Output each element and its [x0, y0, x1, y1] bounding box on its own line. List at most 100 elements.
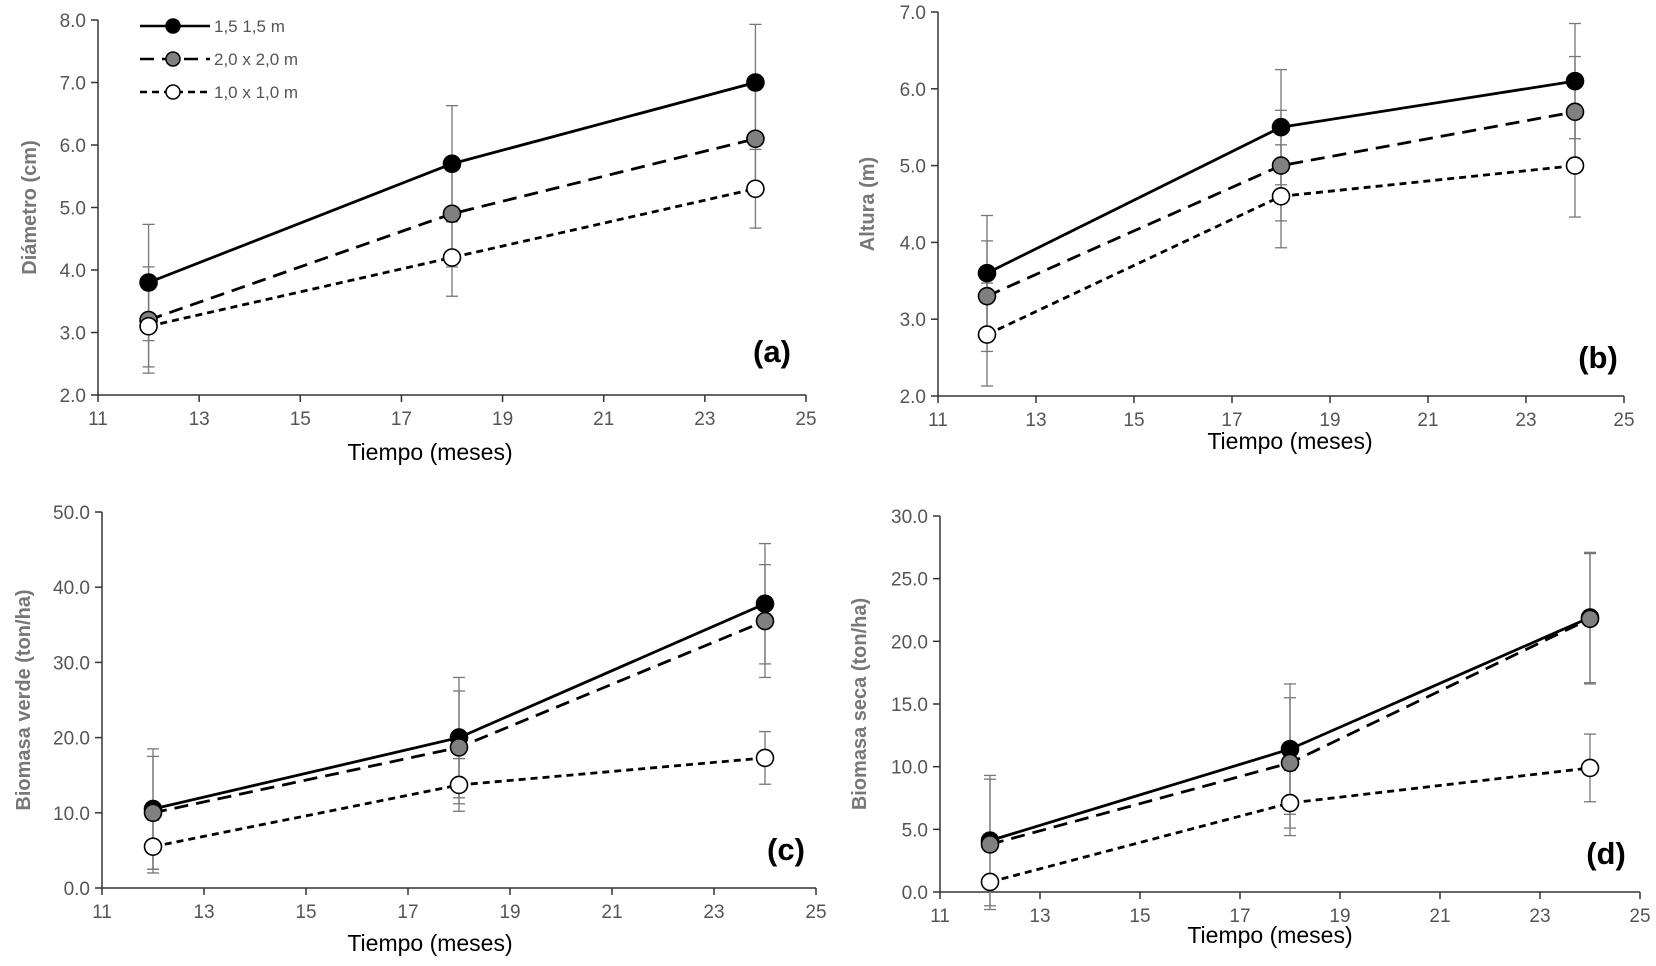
x-tick-label: 13 — [1029, 906, 1050, 927]
x-tick-label: 19 — [1319, 410, 1340, 431]
x-tick-label: 15 — [290, 409, 311, 430]
data-point-series-2 — [1565, 102, 1585, 122]
x-tick-label: 19 — [492, 409, 513, 430]
data-point-series-1 — [1271, 117, 1291, 137]
chart-panel-a: 11 13 15 17 19 21 23 25 2.0 3.0 4.0 5.0 6.0 7.0 8.0 Tie… — [19, 11, 817, 465]
x-tick-label: 11 — [88, 409, 108, 430]
x-axis-title: Tiempo (meses) — [1207, 428, 1372, 454]
legend-marker-3 — [165, 84, 181, 100]
panel-label: (a) — [753, 334, 791, 369]
y-tick-label: 40.0 — [53, 578, 90, 599]
chart-panel-c: 11 13 15 17 19 21 23 25 0.0 10.0 20.0 30.0 40.0 50.0 T… — [13, 503, 827, 956]
chart-panel-b: 11 13 15 17 19 21 23 25 2.0 3.0 4.0 5.0 6.0 7.0 Tiempo… — [857, 3, 1635, 454]
data-point-series-2 — [980, 835, 1000, 854]
x-tick-label: 13 — [193, 902, 214, 923]
x-tick-label: 11 — [92, 902, 112, 923]
data-point-series-3 — [1280, 793, 1300, 813]
y-tick-label: 10.0 — [891, 758, 928, 779]
y-tick-label: 30.0 — [53, 653, 90, 674]
data-point-series-3 — [755, 748, 775, 768]
y-tick-label: 3.0 — [900, 310, 926, 331]
data-point-series-3 — [980, 872, 1000, 892]
data-point-series-2 — [1280, 753, 1300, 773]
data-point-series-2 — [1271, 156, 1291, 175]
x-tick-label: 17 — [397, 902, 418, 923]
x-axis-title: Tiempo (meses) — [347, 439, 512, 465]
panel-label: (c) — [767, 832, 805, 867]
y-tick-label: 2.0 — [60, 386, 86, 407]
data-point-series-2 — [746, 129, 765, 149]
y-tick-label: 5.0 — [902, 820, 928, 841]
data-point-series-2 — [755, 611, 775, 631]
y-tick-label: 4.0 — [900, 233, 926, 254]
data-point-series-1 — [1565, 71, 1585, 91]
y-tick-label: 7.0 — [900, 3, 926, 24]
x-tick-label: 25 — [1613, 410, 1634, 431]
x-tick-label: 13 — [1025, 410, 1046, 431]
panel-label: (d) — [1586, 836, 1626, 871]
data-point-series-2 — [449, 738, 469, 757]
legend: 1,5 1,5 m 2,0 x 2,0 m 1,0 x 1,0 m — [140, 17, 298, 102]
x-tick-label: 11 — [930, 906, 950, 927]
legend-label-3: 1,0 x 1,0 m — [214, 83, 298, 102]
data-point-series-3 — [1565, 156, 1585, 175]
data-point-series-3 — [977, 325, 997, 344]
y-tick-label: 5.0 — [900, 157, 926, 178]
y-axis-title: Biomasa verde (ton/ha) — [13, 589, 35, 810]
data-point-series-2 — [1580, 609, 1600, 629]
x-tick-label: 25 — [795, 409, 816, 430]
y-tick-label: 3.0 — [60, 324, 86, 345]
y-axis-title: Biomasa seca (ton/ha) — [849, 598, 871, 810]
y-tick-label: 7.0 — [60, 74, 86, 95]
x-tick-label: 17 — [1221, 410, 1242, 431]
x-tick-label: 23 — [703, 902, 724, 923]
x-tick-label: 19 — [499, 902, 520, 923]
y-tick-label: 2.0 — [900, 387, 926, 408]
x-tick-label: 15 — [295, 902, 316, 923]
y-tick-label: 0.0 — [902, 883, 928, 904]
x-tick-label: 17 — [391, 409, 412, 430]
legend-label-1: 1,5 1,5 m — [214, 17, 285, 36]
x-tick-label: 25 — [805, 902, 826, 923]
x-tick-label: 21 — [1417, 410, 1438, 431]
x-tick-label: 21 — [601, 902, 622, 923]
y-axis-title: Altura (m) — [857, 157, 879, 251]
legend-marker-2 — [165, 51, 181, 67]
y-tick-label: 50.0 — [53, 503, 90, 524]
data-point-series-3 — [143, 837, 163, 856]
y-tick-label: 6.0 — [900, 80, 926, 101]
data-point-series-2 — [977, 286, 997, 306]
y-tick-label: 5.0 — [60, 199, 86, 220]
chart-panel-d: 11 13 15 17 19 21 23 25 0.0 5.0 10.0 15.0 20.0 25.0 30… — [849, 507, 1651, 948]
data-point-series-3 — [442, 248, 462, 267]
data-point-series-1 — [755, 594, 775, 614]
y-tick-label: 10.0 — [53, 804, 90, 825]
data-point-series-3 — [746, 179, 765, 199]
data-point-series-3 — [1580, 758, 1600, 778]
legend-marker-1 — [165, 18, 181, 34]
data-point-series-1 — [977, 263, 997, 283]
data-point-series-1 — [746, 73, 765, 92]
panel-label: (b) — [1578, 340, 1618, 375]
x-tick-label: 13 — [189, 409, 210, 430]
data-point-series-1 — [139, 273, 158, 292]
x-tick-label: 11 — [928, 410, 948, 431]
x-tick-label: 23 — [1515, 410, 1536, 431]
data-point-series-1 — [442, 154, 462, 174]
data-point-series-2 — [442, 204, 462, 224]
y-tick-label: 30.0 — [891, 507, 928, 528]
x-axis-title: Tiempo (meses) — [1187, 922, 1352, 948]
x-tick-label: 21 — [1429, 906, 1450, 927]
y-tick-label: 4.0 — [60, 261, 86, 282]
x-tick-label: 25 — [1629, 906, 1650, 927]
x-tick-label: 21 — [593, 409, 614, 430]
x-axis-title: Tiempo (meses) — [347, 930, 512, 956]
x-tick-label: 23 — [694, 409, 715, 430]
data-point-series-3 — [449, 775, 469, 795]
x-tick-label: 23 — [1529, 906, 1550, 927]
legend-label-2: 2,0 x 2,0 m — [214, 50, 298, 69]
y-tick-label: 6.0 — [60, 136, 86, 157]
y-tick-label: 20.0 — [53, 729, 90, 750]
data-point-series-3 — [139, 316, 158, 336]
